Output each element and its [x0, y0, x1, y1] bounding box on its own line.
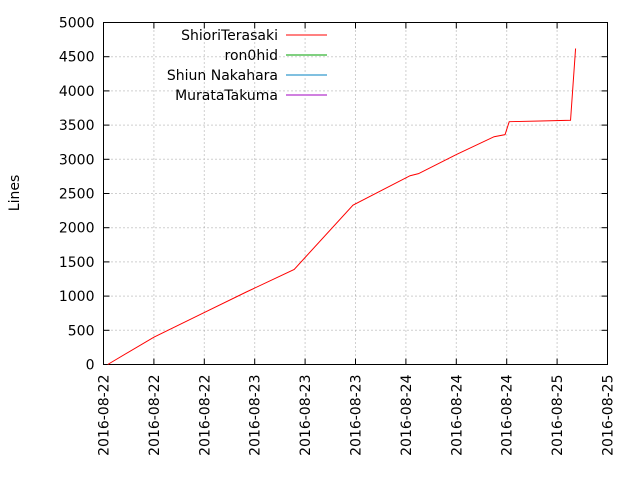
y-tick-label: 1000	[59, 289, 95, 305]
y-tick-label: 4000	[59, 84, 95, 100]
series-lines	[107, 48, 577, 365]
legend-label: ShioriTerasaki	[181, 28, 278, 44]
x-tick-label: 2016-08-23	[248, 375, 264, 456]
y-tick-label: 500	[68, 323, 95, 339]
legend: ShioriTerasaki ron0hid Shiun Nakahara Murat…	[167, 28, 327, 104]
y-tick-label: 5000	[59, 16, 95, 32]
x-tick-label: 2016-08-23	[298, 375, 314, 456]
legend-label: ron0hid	[225, 48, 278, 64]
x-tick-label: 2016-08-22	[147, 375, 163, 456]
x-tick-label: 2016-08-24	[449, 374, 465, 455]
y-tick-label: 2500	[59, 187, 95, 203]
x-tick-label: 2016-08-24	[500, 374, 516, 455]
y-axis-title: Lines	[7, 175, 23, 211]
x-tick-label: 2016-08-22	[197, 375, 213, 456]
grid-lines	[103, 22, 608, 365]
y-tick-label: 0	[86, 358, 95, 374]
x-tick-label: 2016-08-25	[601, 375, 617, 456]
x-tick-label: 2016-08-25	[550, 375, 566, 456]
y-axis-ticks: 0 500 1000 1500 2000 2500 3000 3500 4000 4500 5000	[59, 16, 608, 374]
series-line	[107, 48, 577, 365]
y-tick-label: 3500	[59, 118, 95, 134]
y-tick-label: 2000	[59, 221, 95, 237]
y-tick-label: 3000	[59, 152, 95, 168]
y-tick-label: 1500	[59, 255, 95, 271]
x-tick-label: 2016-08-23	[349, 375, 365, 456]
x-axis-ticks: 2016-08-22 2016-08-22 2016-08-22 2016-08-23…	[97, 22, 617, 456]
legend-label: MurataTakuma	[175, 88, 278, 104]
legend-label: Shiun Nakahara	[167, 68, 278, 84]
x-tick-label: 2016-08-24	[399, 374, 415, 455]
y-tick-label: 4500	[59, 50, 95, 66]
x-tick-label: 2016-08-22	[97, 375, 113, 456]
